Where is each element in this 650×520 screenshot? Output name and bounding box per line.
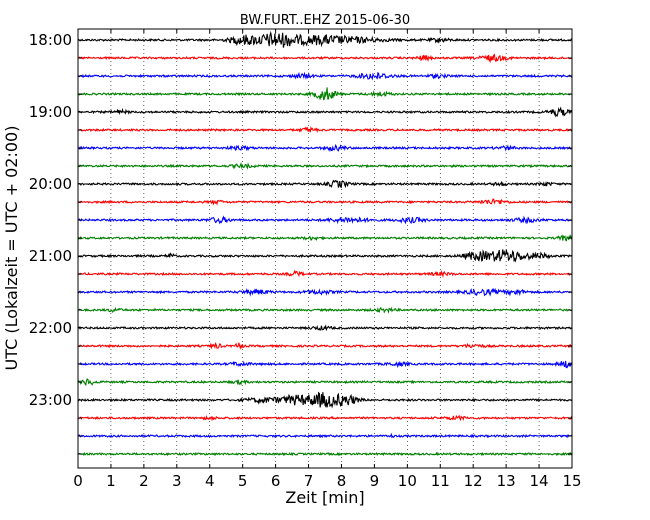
- trace-2015: [77, 198, 573, 206]
- x-tick-label: 1: [106, 472, 116, 490]
- y-tick-label: 22:00: [29, 319, 72, 337]
- trace-2300: [77, 391, 573, 409]
- x-tick-label: 8: [337, 472, 347, 490]
- trace-2000: [77, 179, 573, 189]
- trace-2330: [77, 432, 573, 439]
- trace-1945: [77, 162, 572, 170]
- chart-title: BW.FURT..EHZ 2015-06-30: [240, 13, 410, 28]
- traces: [77, 30, 573, 457]
- y-axis-label: UTC (Lokalzeit = UTC + 02:00): [2, 126, 21, 371]
- x-tick-label: 4: [205, 472, 215, 490]
- x-tick-label: 9: [370, 472, 380, 490]
- trace-2030: [77, 215, 573, 225]
- x-tick-label: 6: [271, 472, 281, 490]
- trace-1845: [77, 87, 573, 101]
- trace-1900: [77, 106, 573, 118]
- x-tick-label: 2: [139, 472, 149, 490]
- trace-1830: [77, 71, 573, 81]
- y-tick-label: 21:00: [29, 247, 72, 265]
- trace-1815: [78, 53, 573, 64]
- x-axis-label: Zeit [min]: [285, 488, 364, 507]
- trace-2230: [77, 360, 573, 369]
- trace-2115: [77, 269, 573, 279]
- trace-2100: [77, 249, 573, 263]
- trace-2315: [77, 414, 573, 422]
- trace-2345: [77, 451, 573, 457]
- x-tick-label: 12: [464, 472, 483, 490]
- trace-2215: [77, 341, 573, 350]
- x-tick-label: 14: [530, 472, 549, 490]
- x-tick-label: 11: [431, 472, 450, 490]
- trace-2145: [78, 306, 573, 314]
- trace-2200: [77, 324, 573, 332]
- trace-1800: [77, 30, 572, 48]
- trace-2130: [77, 287, 573, 297]
- plot-frame: [77, 28, 573, 469]
- x-tick-label: 7: [304, 472, 314, 490]
- trace-2045: [77, 234, 573, 242]
- y-tick-label: 19:00: [29, 103, 72, 121]
- y-tick-label: 23:00: [29, 391, 72, 409]
- trace-1930: [77, 144, 573, 153]
- x-tick-label: 10: [398, 472, 417, 490]
- x-tick-label: 15: [562, 472, 581, 490]
- y-axis-ticks: 18:00 19:00 20:00 21:00 22:00 23:00: [29, 31, 572, 455]
- x-axis-ticks: 0 1 2 3 4 5 6 7 8 9 10 11 12 13 14 15: [73, 29, 582, 490]
- x-tick-label: 5: [238, 472, 248, 490]
- y-tick-label: 20:00: [29, 175, 72, 193]
- x-tick-label: 3: [172, 472, 182, 490]
- x-tick-label: 13: [497, 472, 516, 490]
- y-tick-label: 18:00: [29, 31, 72, 49]
- x-tick-label: 0: [73, 472, 83, 490]
- trace-1915: [77, 126, 573, 134]
- trace-2245: [78, 378, 573, 387]
